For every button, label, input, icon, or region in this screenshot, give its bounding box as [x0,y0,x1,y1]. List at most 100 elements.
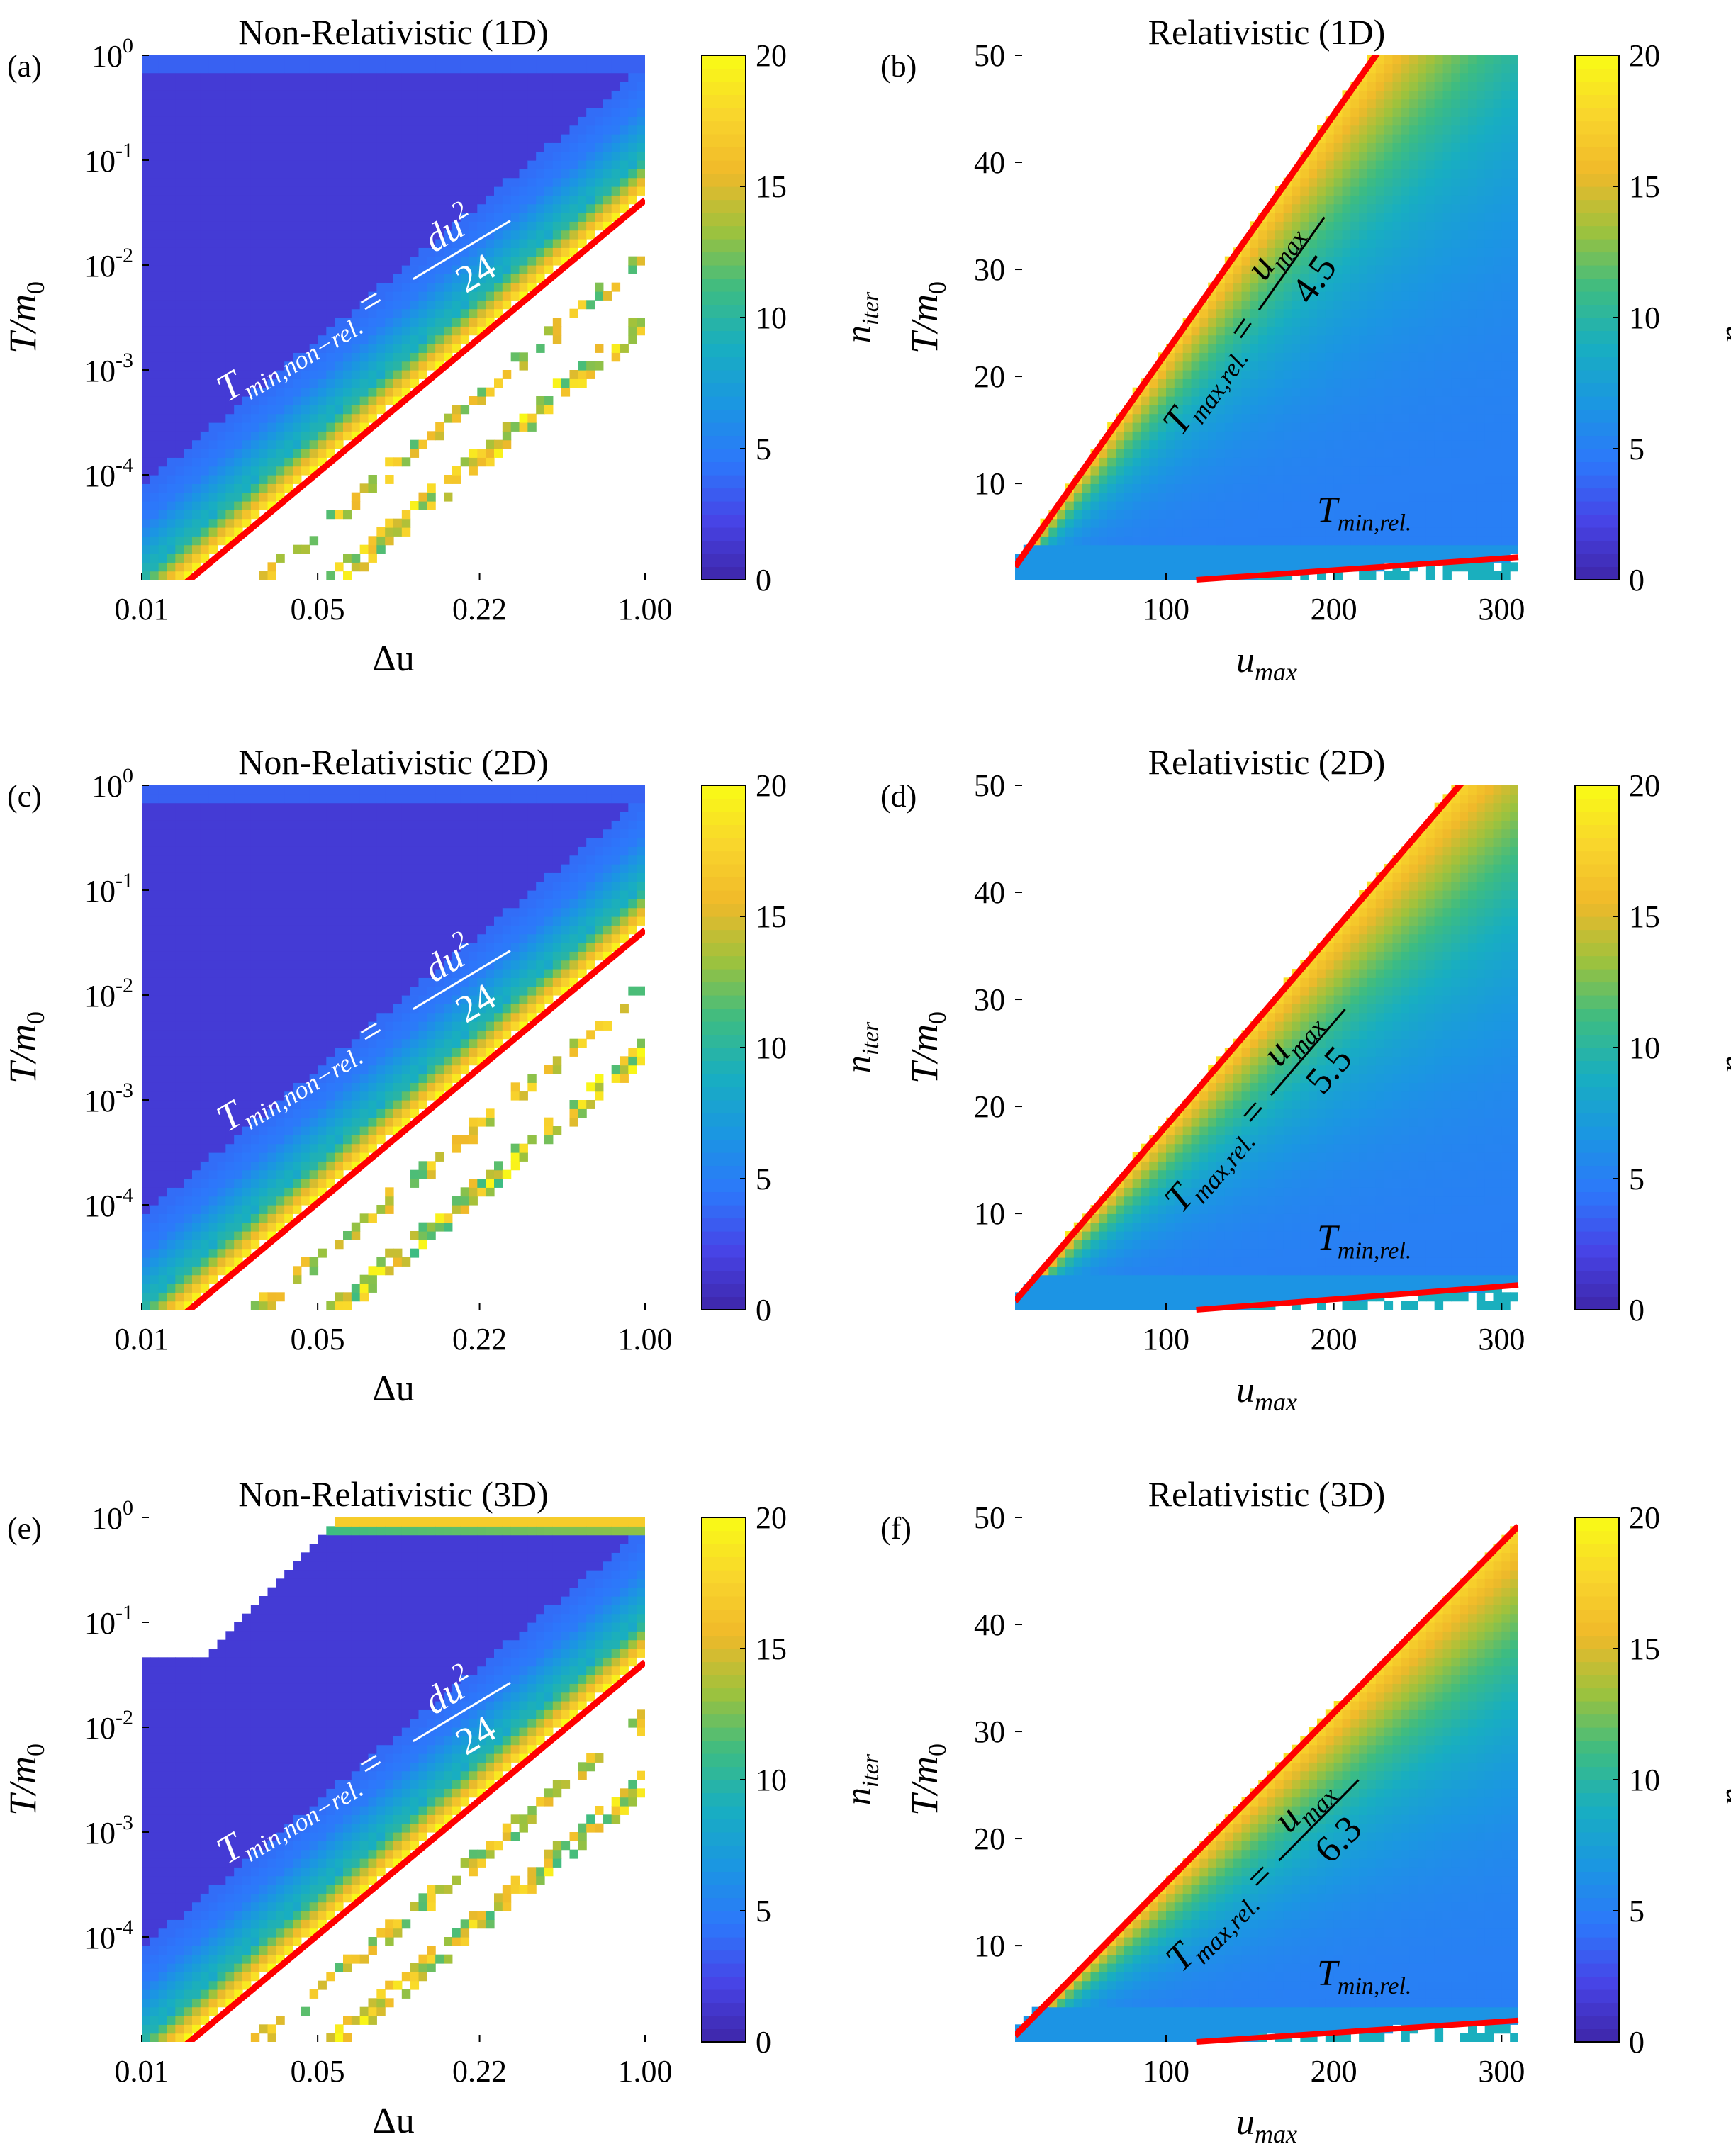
heatmap-cell [544,405,553,414]
heatmap-cell [494,99,503,108]
heatmap-cell [201,90,209,99]
heatmap-cell [159,388,167,397]
heatmap-cell [159,414,167,423]
heatmap-cell [1242,388,1250,397]
heatmap-cell [1300,195,1309,204]
heatmap-cell [1485,178,1494,187]
heatmap-cell [1510,493,1518,502]
heatmap-cell [452,82,461,91]
heatmap-cell [1409,230,1418,240]
heatmap-cell [1116,449,1124,458]
heatmap-cell [1376,545,1384,554]
heatmap-cell [301,378,310,388]
heatmap-cell [427,169,435,178]
heatmap-cell [1192,370,1200,379]
heatmap-cell [184,440,192,449]
heatmap-cell [595,195,603,204]
heatmap-cell [427,99,435,108]
heatmap-cell [284,178,293,187]
heatmap-cell [1326,247,1334,257]
heatmap-cell [1258,344,1267,353]
heatmap-cell [1091,483,1099,493]
heatmap-cell [175,247,184,257]
heatmap-cell [1435,291,1443,301]
heatmap-cell [326,300,335,309]
heatmap-cell [167,257,176,266]
heatmap-cell [1510,73,1518,82]
heatmap-cell [167,274,176,283]
heatmap-cell [225,134,234,143]
heatmap-cell [612,116,620,125]
heatmap-cell [1409,378,1418,388]
heatmap-cell [335,204,343,213]
heatmap-cell [1242,431,1250,440]
heatmap-cell [1199,545,1208,554]
heatmap-cell [234,125,242,135]
heatmap-cell [1343,300,1351,309]
heatmap-cell [1300,449,1309,458]
heatmap-cell [1468,335,1477,344]
heatmap-cell [1460,230,1468,240]
heatmap-cell [1401,195,1409,204]
heatmap-cell [1225,449,1233,458]
heatmap-cell [385,378,393,388]
heatmap-cell [1443,204,1452,213]
heatmap-cell [1510,204,1518,213]
heatmap-cell [343,239,352,248]
heatmap-cell [209,318,218,327]
heatmap-cell [402,64,410,73]
heatmap-cell [1501,160,1510,169]
heatmap-cell [494,378,503,388]
heatmap-cell [276,186,284,196]
heatmap-cell [1258,501,1267,510]
heatmap-cell [1393,274,1401,283]
heatmap-cell [1501,116,1510,125]
heatmap-cell [276,230,284,240]
heatmap-cell [402,152,410,161]
heatmap-cell [1267,545,1275,554]
heatmap-cell [293,160,301,169]
heatmap-cell [1309,213,1317,222]
heatmap-cell [1409,108,1418,117]
heatmap-cell [360,142,369,152]
heatmap-cell [1418,440,1426,449]
heatmap-cell [1426,501,1435,510]
heatmap-cell [486,178,494,187]
heatmap-cell [1401,291,1409,301]
heatmap-cell [209,457,218,466]
heatmap-cell [1460,239,1468,248]
heatmap-cell [326,239,335,248]
heatmap-cell [1350,99,1359,108]
heatmap-cell [192,440,201,449]
heatmap-cell [1468,134,1477,143]
heatmap-cell [520,64,528,73]
heatmap-cell [1116,475,1124,484]
heatmap-cell [520,116,528,125]
heatmap-cell [310,134,318,143]
heatmap-cell [570,90,578,99]
heatmap-cell [175,125,184,135]
heatmap-cell [150,99,159,108]
heatmap-cell [159,134,167,143]
heatmap-cell [494,213,503,222]
heatmap-cell [1267,388,1275,397]
heatmap-cell [175,396,184,405]
heatmap-cell [167,335,176,344]
heatmap-cell [570,99,578,108]
heatmap-cell [167,142,176,152]
heatmap-cell [1250,554,1258,563]
heatmap-cell [469,186,478,196]
heatmap-cell [1409,309,1418,318]
heatmap-cell [1510,178,1518,187]
heatmap-cell [159,169,167,178]
heatmap-cell [1460,169,1468,178]
heatmap-cell [369,247,377,257]
heatmap-cell [192,449,201,458]
heatmap-cell [1451,326,1460,335]
heatmap-cell [570,108,578,117]
heatmap-cell [310,257,318,266]
heatmap-cell [301,309,310,318]
heatmap-cell [1350,195,1359,204]
heatmap-cell [1426,483,1435,493]
heatmap-cell [150,134,159,143]
